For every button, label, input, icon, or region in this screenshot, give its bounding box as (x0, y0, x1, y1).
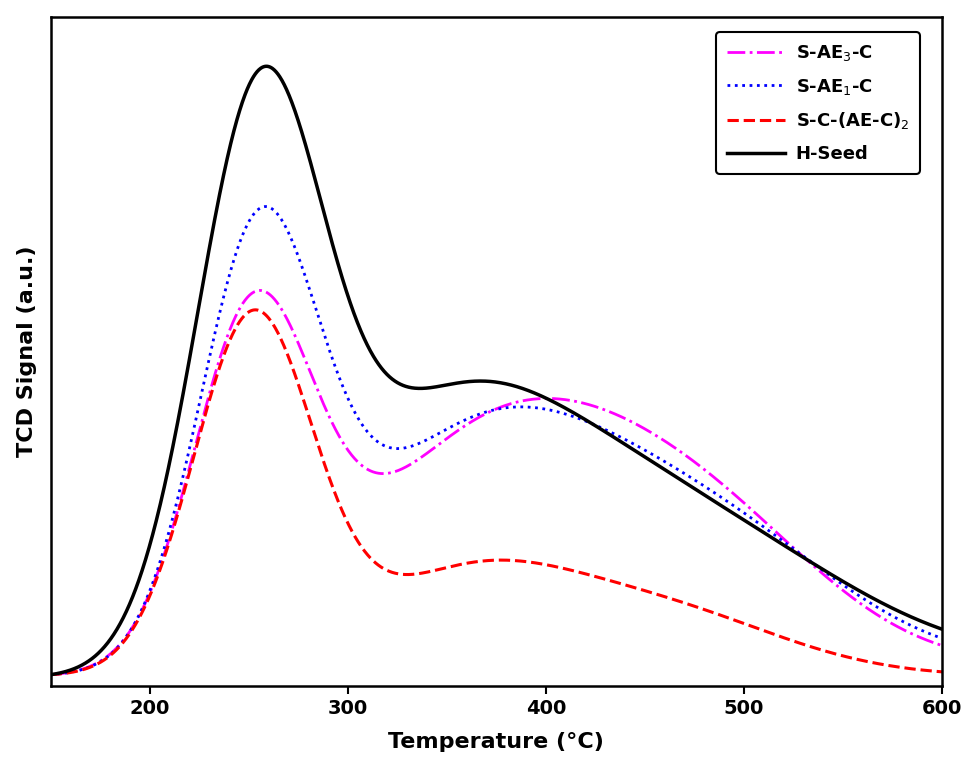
S-AE$_1$-C (910, 624, 921, 633)
S-AE$_3$-C (45, 670, 57, 679)
S-AE$_1$-C (90, 660, 102, 669)
Line: S-C-(AE-C)$_2$: S-C-(AE-C)$_2$ (51, 310, 941, 674)
S-AE$_3$-C (253, 286, 265, 295)
S-AE$_3$-C (910, 631, 921, 641)
H-Seed (90, 651, 102, 660)
S-C-(AE-C)$_2$ (249, 305, 261, 315)
S-C-(AE-C)$_2$ (935, 667, 947, 677)
H-Seed (455, 378, 467, 387)
S-C-(AE-C)$_2$ (910, 664, 921, 674)
Line: H-Seed: H-Seed (51, 66, 941, 674)
S-AE$_1$-C (746, 514, 758, 524)
Line: S-AE$_3$-C: S-AE$_3$-C (51, 291, 941, 674)
S-AE$_3$-C (90, 659, 102, 668)
S-AE$_3$-C (910, 631, 921, 641)
H-Seed (746, 521, 758, 531)
X-axis label: Temperature (°C): Temperature (°C) (388, 732, 603, 752)
S-C-(AE-C)$_2$ (45, 670, 57, 679)
H-Seed (45, 670, 57, 679)
S-AE$_3$-C (746, 506, 758, 515)
S-AE$_1$-C (478, 408, 490, 417)
H-Seed (910, 614, 921, 624)
S-AE$_1$-C (935, 634, 947, 643)
S-AE$_3$-C (478, 410, 490, 419)
H-Seed (910, 614, 921, 624)
S-AE$_3$-C (455, 424, 467, 433)
S-C-(AE-C)$_2$ (478, 556, 490, 565)
S-C-(AE-C)$_2$ (746, 622, 758, 631)
H-Seed (478, 377, 490, 386)
S-AE$_1$-C (259, 202, 271, 211)
S-AE$_1$-C (455, 418, 467, 427)
S-AE$_1$-C (910, 624, 921, 633)
S-C-(AE-C)$_2$ (455, 560, 467, 569)
H-Seed (935, 624, 947, 634)
S-C-(AE-C)$_2$ (910, 664, 921, 674)
Line: S-AE$_1$-C: S-AE$_1$-C (51, 207, 941, 674)
Legend: S-AE$_3$-C, S-AE$_1$-C, S-C-(AE-C)$_2$, H-Seed: S-AE$_3$-C, S-AE$_1$-C, S-C-(AE-C)$_2$, … (715, 32, 918, 174)
H-Seed (260, 62, 272, 71)
Y-axis label: TCD Signal (a.u.): TCD Signal (a.u.) (17, 246, 36, 458)
S-AE$_3$-C (935, 641, 947, 651)
S-AE$_1$-C (45, 670, 57, 679)
S-C-(AE-C)$_2$ (90, 660, 102, 669)
